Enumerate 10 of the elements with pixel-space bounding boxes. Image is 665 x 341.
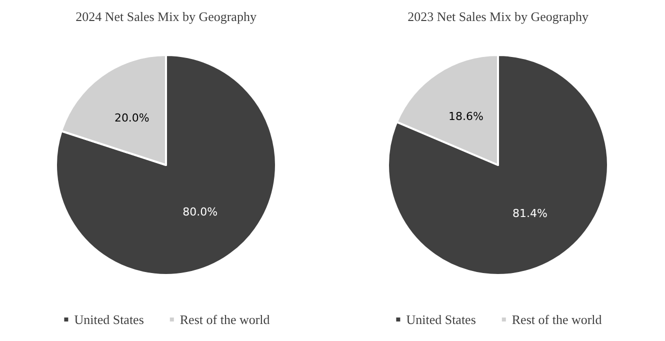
legend-label: Rest of the world [180, 312, 270, 327]
chart-title: 2024 Net Sales Mix by Geography [76, 9, 257, 24]
legend-label: Rest of the world [512, 312, 602, 327]
data-label: 80.0% [182, 205, 218, 218]
legend-label: United States [406, 312, 476, 327]
legend-label: United States [74, 312, 144, 327]
chart-title: 2023 Net Sales Mix by Geography [408, 9, 589, 24]
data-label: 20.0% [114, 112, 150, 125]
data-label: 81.4% [512, 206, 548, 220]
data-label: 18.6% [448, 110, 484, 124]
